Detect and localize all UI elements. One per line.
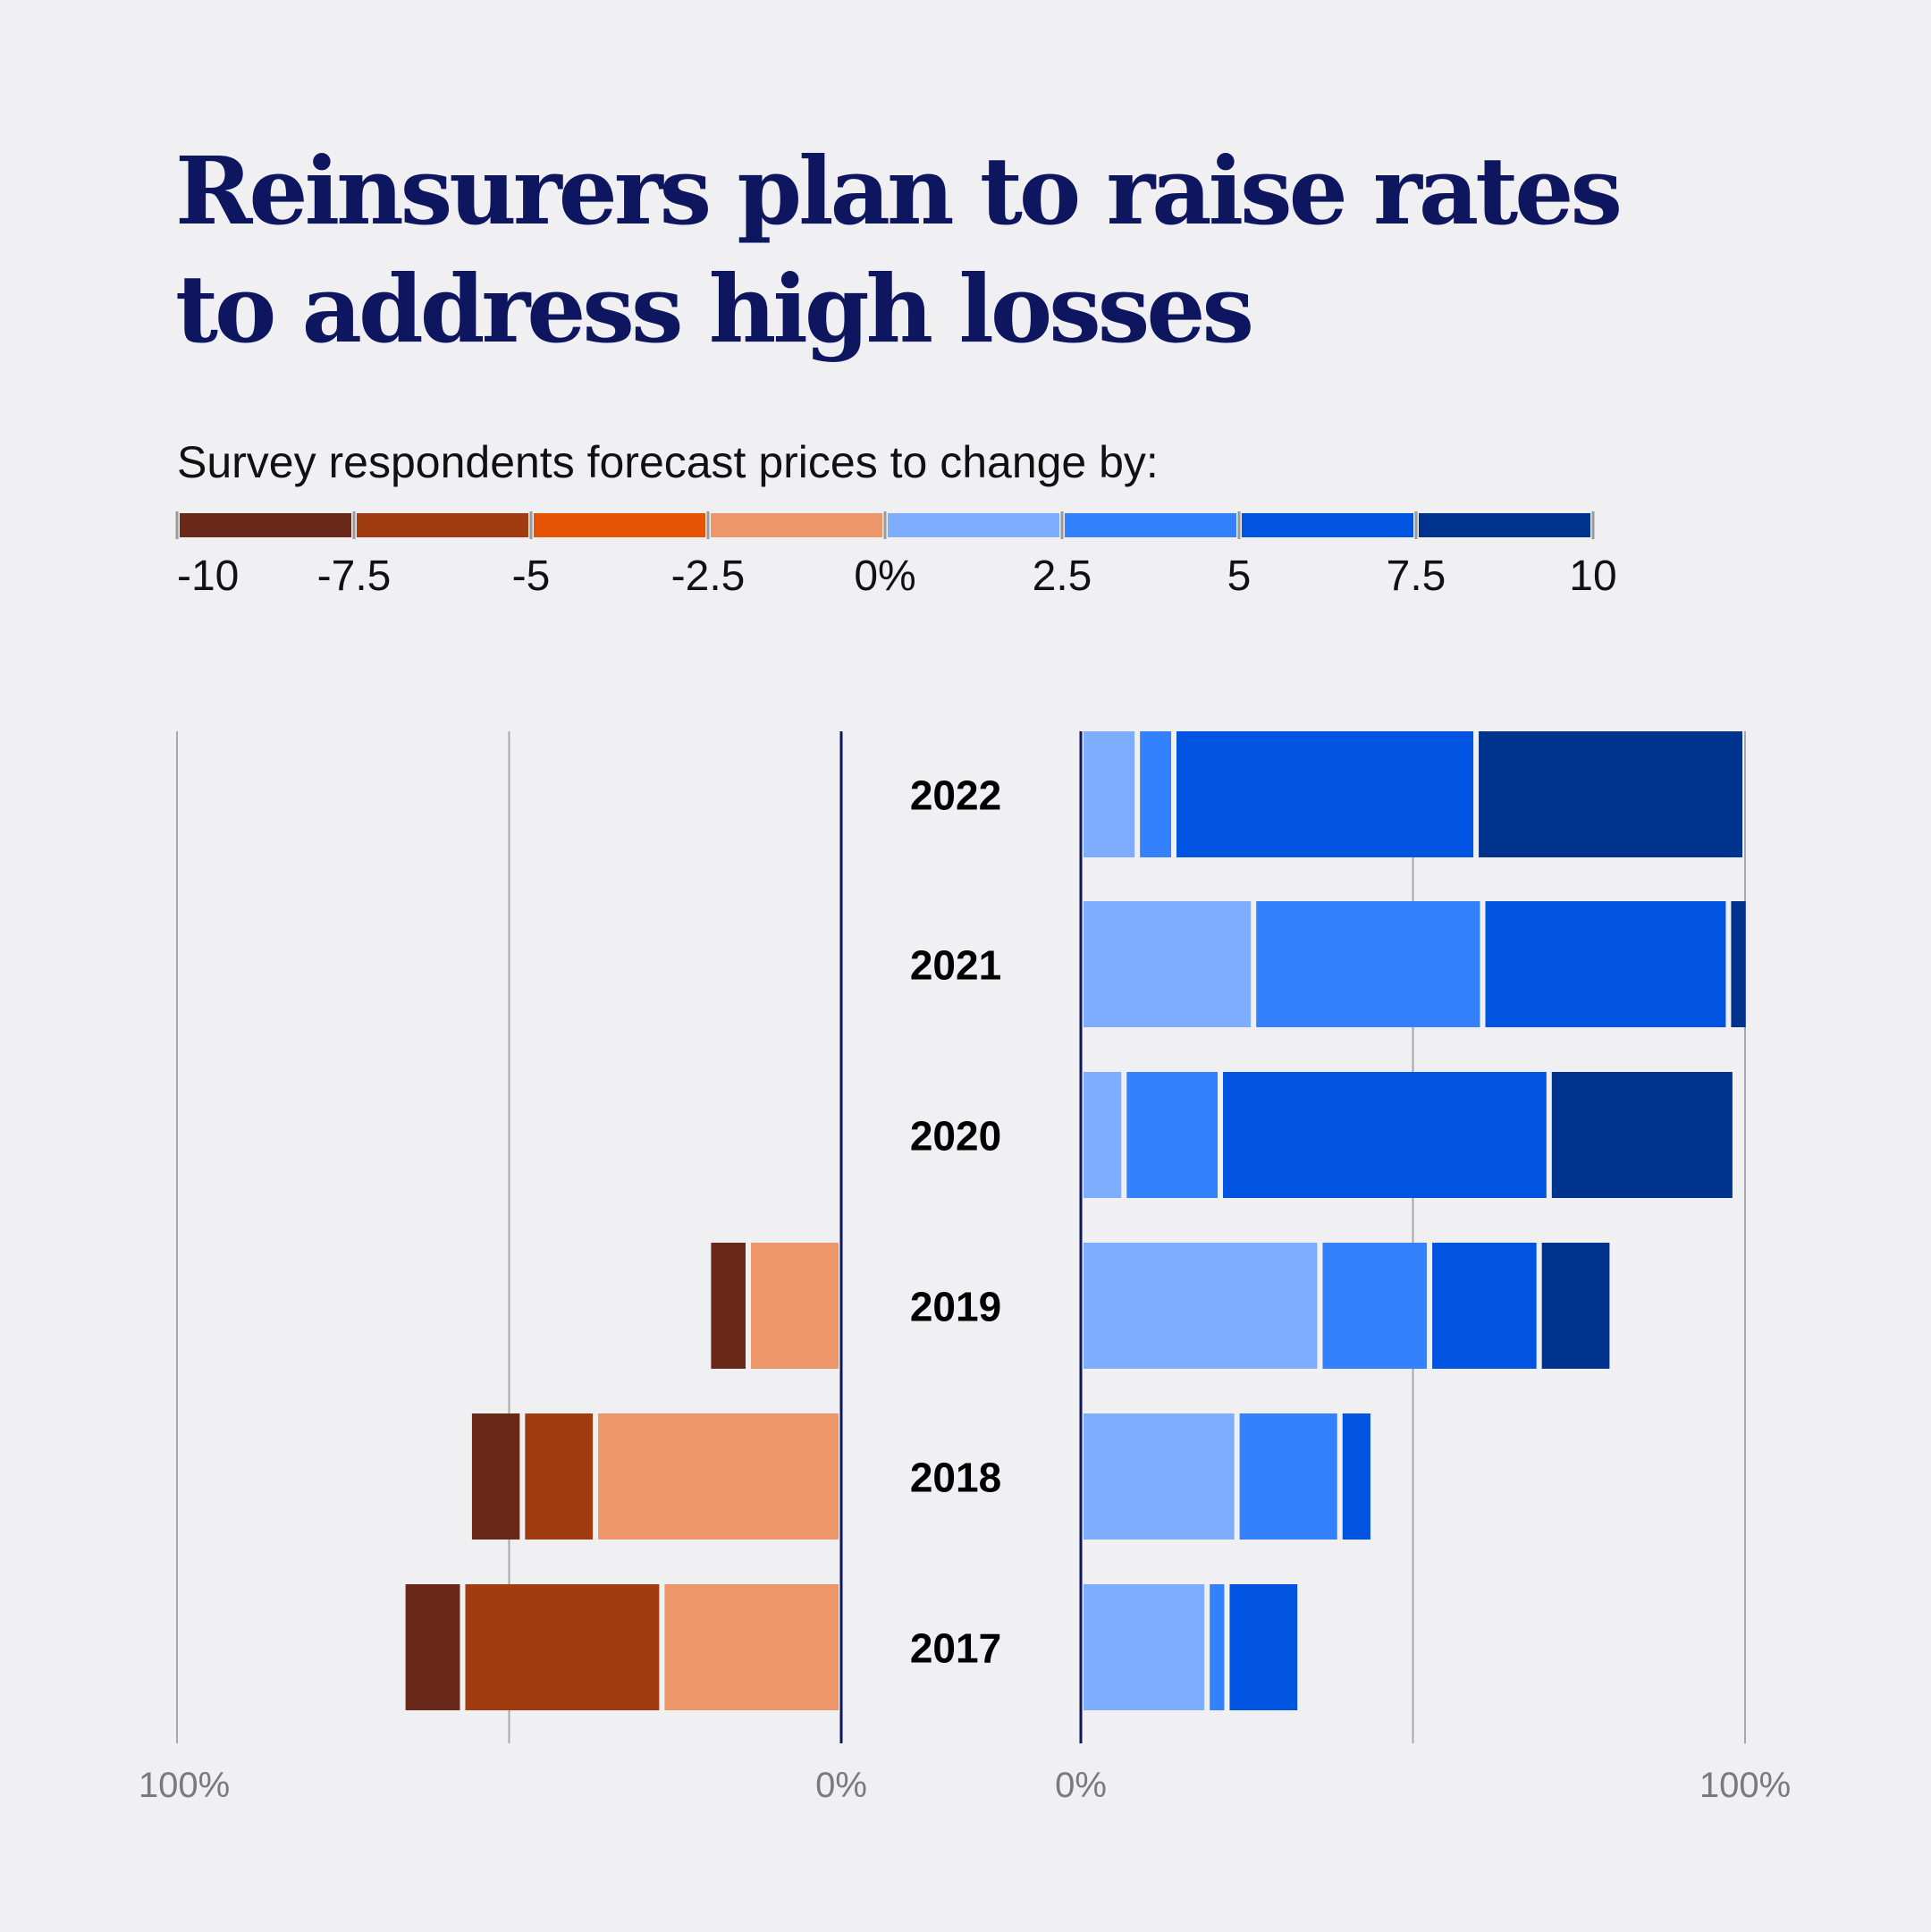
bar-2022-increase	[1084, 731, 1135, 857]
bar-2017-decrease	[664, 1584, 839, 1710]
legend-color-scale	[175, 511, 1595, 539]
bar-2020-increase	[1084, 1072, 1122, 1198]
bar-2022-increase	[1479, 731, 1742, 857]
bar-2020-increase	[1551, 1072, 1733, 1198]
bar-2021-increase	[1485, 901, 1726, 1027]
legend-tick-label: 7.5	[1387, 553, 1446, 600]
axis-tick-label: 100%	[139, 1766, 230, 1805]
bar-2021-increase	[1084, 901, 1252, 1027]
year-label: 2021	[910, 942, 1001, 989]
legend-tick-label: 0%	[854, 553, 915, 600]
legend-swatch-1	[357, 513, 528, 537]
legend-tick-label: -10	[177, 553, 239, 600]
bar-2018-decrease	[598, 1413, 839, 1540]
chart-title: Reinsurers plan to raise rates to addres…	[175, 136, 1623, 364]
legend-tick-mark	[1237, 511, 1241, 539]
year-label: 2017	[910, 1625, 1001, 1672]
legend-tick-mark	[352, 511, 356, 539]
legend-swatch-5	[1065, 513, 1236, 537]
bar-2019-increase	[1322, 1243, 1428, 1369]
bar-2018-increase	[1342, 1413, 1370, 1540]
bar-2017-decrease	[465, 1584, 660, 1710]
legend-tick-mark	[175, 511, 179, 539]
bar-2018-decrease	[471, 1413, 520, 1540]
bar-2021-increase	[1731, 901, 1746, 1027]
legend-tick-label: -7.5	[317, 553, 392, 600]
legend-tick-labels: -10 -7.5 -5 -2.5 0% 2.5 5 7.5 10	[177, 553, 1617, 600]
legend-tick-mark	[529, 511, 533, 539]
gridlines	[176, 731, 1746, 1743]
legend-tick-label: 5	[1227, 553, 1252, 600]
axis-tick-label: 0%	[815, 1766, 867, 1805]
axis-tick-labels: 100% 0% 0% 100%	[139, 1766, 1791, 1805]
bar-2022-increase	[1140, 731, 1172, 857]
bar-2017-decrease	[405, 1584, 460, 1710]
bar-2019-decrease	[711, 1243, 746, 1369]
legend-swatch-2	[534, 513, 705, 537]
legend-tick-label: 2.5	[1033, 553, 1092, 600]
legend-tick-mark	[1591, 511, 1595, 539]
bar-2020-increase	[1126, 1072, 1218, 1198]
legend-caption: Survey respondents forecast prices to ch…	[177, 437, 1159, 487]
bar-2020-increase	[1223, 1072, 1547, 1198]
bar-2018-increase	[1239, 1413, 1337, 1540]
year-label: 2019	[910, 1284, 1001, 1330]
year-label: 2022	[910, 772, 1001, 819]
legend-tick-label: 10	[1569, 553, 1616, 600]
bar-2017-increase	[1229, 1584, 1298, 1710]
legend-swatch-3	[711, 513, 882, 537]
year-label: 2020	[910, 1113, 1001, 1160]
bar-2017-increase	[1084, 1584, 1205, 1710]
legend-tick-mark	[1414, 511, 1418, 539]
bar-2019-increase	[1432, 1243, 1537, 1369]
legend-swatch-6	[1242, 513, 1413, 537]
bar-2017-increase	[1210, 1584, 1225, 1710]
bar-2021-increase	[1256, 901, 1480, 1027]
legend-tick-label: -2.5	[671, 553, 746, 600]
bar-2019-decrease	[750, 1243, 839, 1369]
bar-2019-increase	[1084, 1243, 1318, 1369]
legend-tick-label: -5	[512, 553, 551, 600]
axis-tick-label: 100%	[1699, 1766, 1791, 1805]
category-labels: 2022 2021 2020 2019 2018 2017	[910, 772, 1001, 1672]
legend-swatch-4	[888, 513, 1059, 537]
legend-tick-mark	[706, 511, 710, 539]
bar-2018-decrease	[525, 1413, 594, 1540]
legend-tick-mark	[883, 511, 887, 539]
legend-swatch-7	[1419, 513, 1590, 537]
bar-2018-increase	[1084, 1413, 1235, 1540]
bar-2019-increase	[1541, 1243, 1610, 1369]
bar-series	[405, 731, 1746, 1710]
legend-swatch-0	[180, 513, 351, 537]
legend-tick-mark	[1060, 511, 1064, 539]
bar-2022-increase	[1176, 731, 1474, 857]
year-label: 2018	[910, 1455, 1001, 1501]
axis-tick-label: 0%	[1055, 1766, 1107, 1805]
